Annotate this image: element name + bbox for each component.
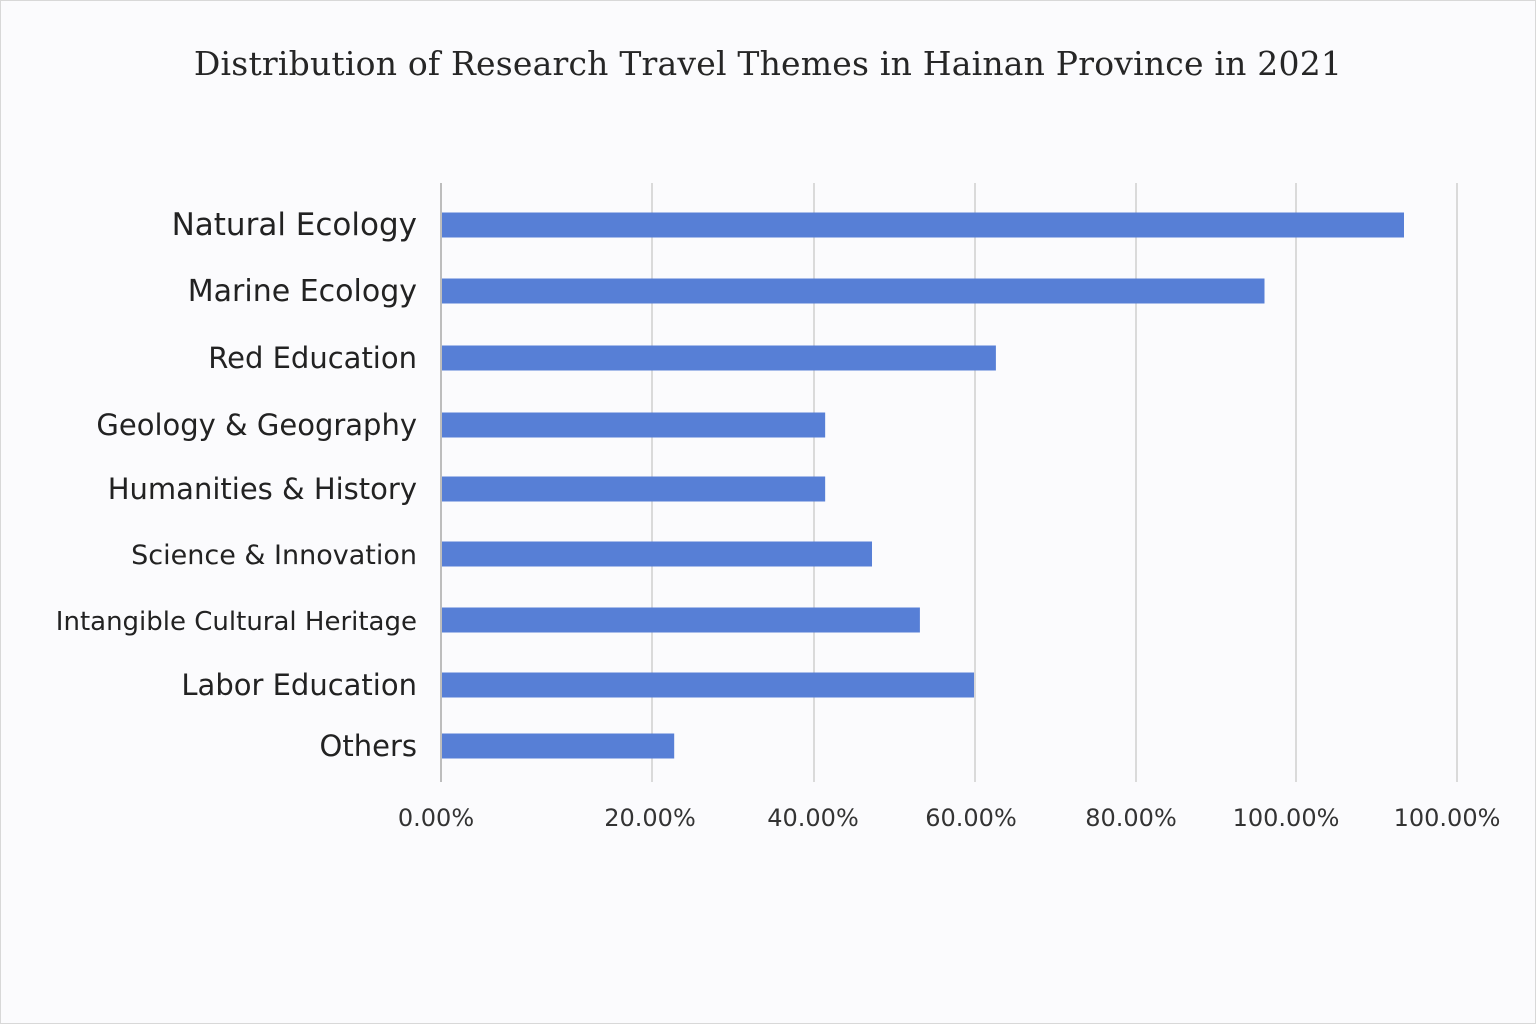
chart-title: Distribution of Research Travel Themes i…	[193, 44, 1343, 83]
x-tick-label: 20.00%	[604, 804, 696, 832]
x-tick-label: 80.00%	[1085, 804, 1177, 832]
x-tick-label: 0.00%	[398, 804, 474, 832]
category-label: Labor Education	[181, 668, 417, 702]
category-label: Red Education	[208, 341, 417, 375]
bar	[441, 607, 920, 633]
x-tick-label: 60.00%	[925, 804, 1017, 832]
category-label: Marine Ecology	[188, 274, 417, 309]
category-label: Humanities & History	[108, 472, 417, 506]
category-label: Science & Innovation	[131, 540, 417, 571]
bars	[441, 212, 1404, 759]
category-label: Natural Ecology	[172, 207, 417, 243]
category-label: Geology & Geography	[96, 408, 417, 442]
x-tick-label: 40.00%	[767, 804, 859, 832]
bar	[441, 412, 826, 438]
x-tick-label: 100.00%	[1233, 804, 1340, 832]
bar	[441, 476, 826, 502]
category-label: Others	[320, 729, 417, 763]
x-tick-labels: 0.00% 20.00% 40.00% 60.00% 80.00% 100.00% 100.…	[398, 804, 1501, 832]
bar	[441, 733, 675, 759]
bar	[441, 672, 975, 698]
bar	[441, 278, 1265, 304]
bar	[441, 541, 873, 567]
bar	[441, 345, 996, 371]
bar	[441, 212, 1404, 238]
x-tick-label: 100.00%	[1394, 804, 1501, 832]
category-labels: Natural Ecology Marine Ecology Red Educati…	[56, 207, 417, 763]
category-label: Intangible Cultural Heritage	[56, 607, 417, 637]
